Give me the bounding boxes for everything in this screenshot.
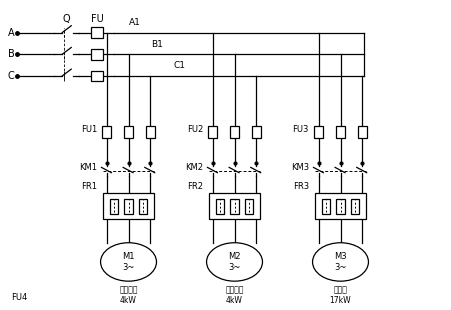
Bar [208,193,261,219]
Bar [102,193,154,219]
Bar [102,126,111,138]
Text: 冷却水泵
4kW: 冷却水泵 4kW [119,285,138,305]
Text: KM2: KM2 [185,163,203,172]
Bar [336,199,345,214]
Bar [315,193,366,219]
Bar [336,126,345,138]
Bar [245,199,253,214]
Text: C: C [8,71,14,81]
Text: FU3: FU3 [293,125,309,134]
Text: M3
3~: M3 3~ [334,252,347,272]
Text: FU4: FU4 [11,293,28,302]
Text: KM1: KM1 [79,163,97,172]
Bar [252,126,261,138]
Text: FU1: FU1 [81,125,97,134]
Text: M1
3~: M1 3~ [122,252,135,272]
Text: B: B [8,49,14,59]
Bar [314,126,323,138]
Text: M2
3~: M2 3~ [228,252,241,272]
Circle shape [313,243,368,281]
Bar [146,126,155,138]
Bar [91,49,103,60]
Bar [216,199,224,214]
Text: B1: B1 [151,40,163,49]
Bar [230,126,239,138]
Text: FR2: FR2 [187,182,203,191]
Bar [358,126,367,138]
Text: FU: FU [91,14,103,24]
Bar [124,126,133,138]
Text: 制冷水泵
4kW: 制冷水泵 4kW [225,285,244,305]
Bar [351,199,359,214]
Bar [91,27,103,38]
Text: FR1: FR1 [81,182,97,191]
Text: A1: A1 [129,18,140,27]
Bar [230,199,239,214]
Circle shape [207,243,262,281]
Bar [91,70,103,81]
Bar [208,126,217,138]
Bar [124,199,133,214]
Text: Q: Q [63,14,70,24]
Text: FU2: FU2 [187,125,203,134]
Text: KM3: KM3 [291,163,309,172]
Circle shape [101,243,156,281]
Text: A: A [8,28,14,38]
Bar [139,199,147,214]
Text: 压缩机
17kW: 压缩机 17kW [330,285,351,305]
Bar [110,199,118,214]
Bar [322,199,330,214]
Text: FR3: FR3 [293,182,309,191]
Text: C1: C1 [174,61,186,70]
